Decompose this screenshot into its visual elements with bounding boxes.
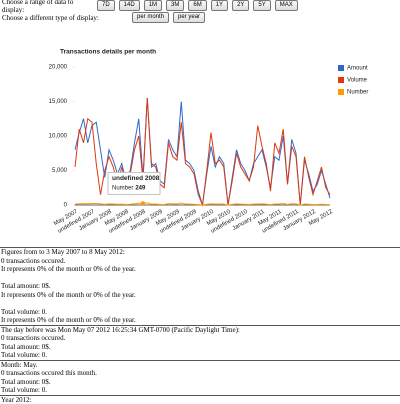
y-tick-label: 0 <box>64 203 68 209</box>
paragraph: Total volume: 0.It represents 0% of the … <box>1 308 399 325</box>
section: Month: May.0 transactions occured this m… <box>0 360 400 395</box>
legend-label: Number <box>347 90 368 96</box>
text-line: Total volume: 0. <box>1 308 399 317</box>
y-tick-label: 15,000 <box>49 99 68 105</box>
y-tick-label: 5,000 <box>52 168 68 174</box>
section: The day before was Mon May 07 2012 16:25… <box>0 325 400 360</box>
text-line: The day before was Mon May 07 2012 16:25… <box>1 326 399 335</box>
y-tick-label: 20,000 <box>49 65 68 71</box>
text-line: 0 transactions occured. <box>1 334 399 343</box>
chart-title: Transactions details per month <box>60 49 156 56</box>
tooltip-title: undefined 2008 <box>112 175 160 182</box>
text-line: Total volume: 0. <box>1 386 399 395</box>
chart: Transactions details per month 0 5,000 10,… <box>0 0 400 247</box>
tooltip-value: 249 <box>135 185 146 191</box>
text-line: Figures from to 3 May 2007 to 8 May 2012… <box>1 248 399 257</box>
legend-label: Amount <box>347 66 368 72</box>
section: Year 2012: <box>0 395 400 404</box>
paragraph: The day before was Mon May 07 2012 16:25… <box>1 326 399 360</box>
text-line: Month: May. <box>1 361 399 370</box>
text-line: Total amount: 0$. <box>1 378 399 387</box>
text-line: Total amount: 0$. <box>1 282 399 291</box>
section: Figures from to 3 May 2007 to 8 May 2012… <box>0 247 400 325</box>
legend-swatch <box>338 77 344 83</box>
paragraph: Figures from to 3 May 2007 to 8 May 2012… <box>1 248 399 274</box>
tooltip-series: Number <box>112 185 133 191</box>
paragraph: Total amount: 0$.It represents 0% of the… <box>1 282 399 299</box>
legend-swatch <box>338 89 344 95</box>
tooltip-line: Number249 <box>112 185 146 191</box>
hover-point <box>141 201 145 205</box>
text-line: 0 transactions occured this month. <box>1 369 399 378</box>
text-line: 0 transactions occured. <box>1 257 399 266</box>
summary: Figures from to 3 May 2007 to 8 May 2012… <box>0 247 400 404</box>
y-tick-label: 10,000 <box>49 134 68 140</box>
tooltip: undefined 2008 Number249 <box>108 172 160 194</box>
text-line: It represents 0% of the month or 0% of t… <box>1 291 399 300</box>
text-line: Total amount: 0$. <box>1 343 399 352</box>
text-line: Total volume: 0. <box>1 351 399 360</box>
text-line: It represents 0% of the month or 0% of t… <box>1 265 399 274</box>
legend-swatch <box>338 65 344 71</box>
legend-label: Volume <box>347 78 368 84</box>
paragraph: Month: May.0 transactions occured this m… <box>1 361 399 395</box>
text-line: It represents 0% of the month or 0% of t… <box>1 316 399 325</box>
